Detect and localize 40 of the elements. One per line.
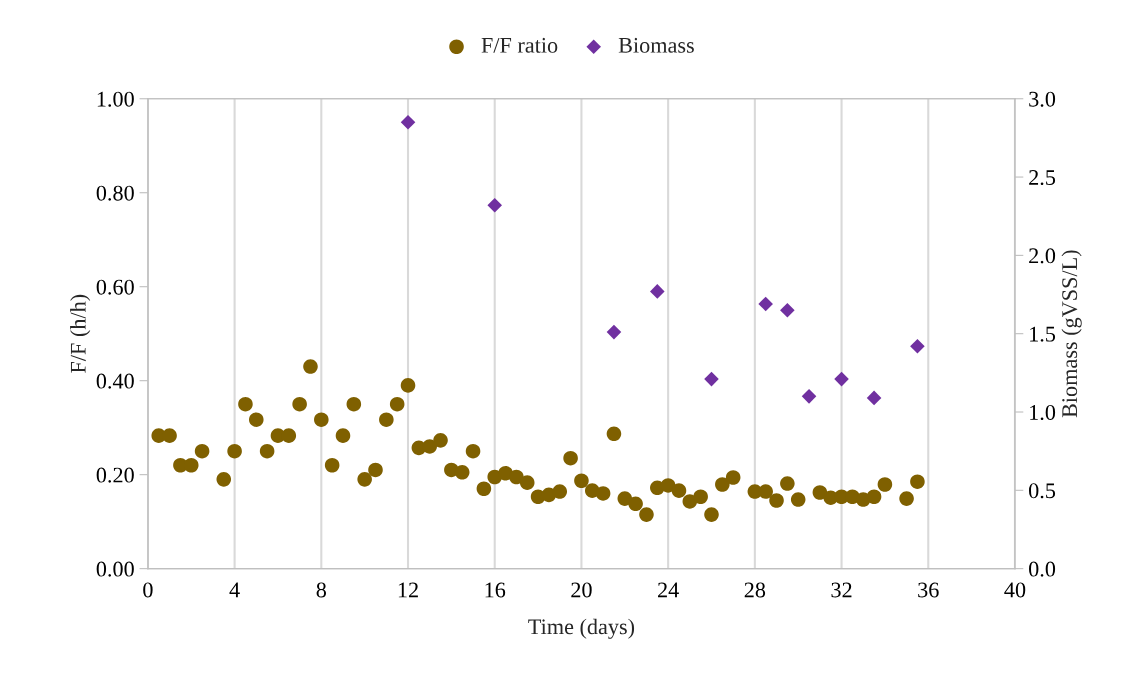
x-tick-label: 24 xyxy=(658,582,679,598)
point xyxy=(400,114,416,130)
x-tick-label: 28 xyxy=(744,582,766,598)
x-axis-title: Time (days) xyxy=(528,618,635,639)
y-tick-label: 0.80 xyxy=(96,185,134,201)
x-tick-label: 16 xyxy=(485,582,506,598)
y-tick-label: 0.60 xyxy=(96,279,134,295)
y2-axis-title: Biomass (gVSS/L) xyxy=(1061,250,1082,418)
y-tick-label: 0.40 xyxy=(96,373,134,389)
point xyxy=(758,296,773,312)
y2-tick-label: 2.0 xyxy=(1029,248,1056,264)
x-tick-label: 20 xyxy=(571,582,592,598)
x-tick-label: 40 xyxy=(1004,582,1026,598)
y2-tick-label: 1.0 xyxy=(1030,404,1056,421)
point xyxy=(801,389,817,404)
y2-tick-label: 0.5 xyxy=(1029,483,1056,499)
x-tick-label: 0 xyxy=(143,582,153,598)
y2-tick-label: 3.0 xyxy=(1029,91,1056,107)
y-axis-title: F/F (h/h) xyxy=(70,294,91,373)
point xyxy=(910,338,925,354)
point xyxy=(866,390,882,406)
point xyxy=(650,284,665,299)
y2-tick-label: 1.5 xyxy=(1030,326,1056,342)
x-tick-label: 4 xyxy=(229,582,240,598)
y-tick-label: 0.20 xyxy=(96,467,134,483)
legend-label: Biomass xyxy=(618,37,694,53)
x-tick-label: 32 xyxy=(831,582,852,598)
y2-tick-label: 2.5 xyxy=(1029,170,1056,186)
point xyxy=(780,302,795,318)
x-tick-label: 12 xyxy=(398,582,418,598)
x-tick-label: 36 xyxy=(918,582,939,598)
y-tick-label: 0.00 xyxy=(96,561,134,577)
legend-label: F/F ratio xyxy=(481,37,558,53)
point xyxy=(704,371,719,387)
x-tick-label: 8 xyxy=(316,582,327,598)
point xyxy=(606,324,622,340)
point xyxy=(834,371,849,387)
y-tick-label: 1.00 xyxy=(97,91,134,107)
y2-tick-label: 0.0 xyxy=(1029,561,1056,577)
point xyxy=(487,197,503,213)
